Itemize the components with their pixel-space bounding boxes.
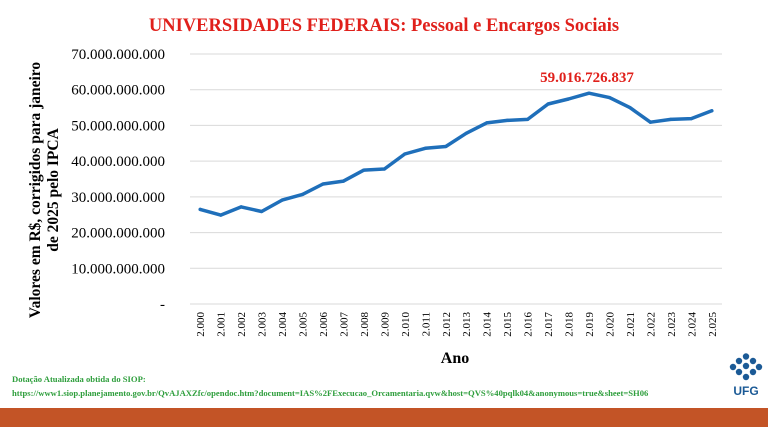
data-point — [321, 182, 325, 186]
y-tick-label: - — [160, 297, 165, 313]
y-tick-label: 70.000.000.000 — [71, 47, 165, 63]
data-point — [628, 106, 632, 110]
ufg-logo-mark-icon — [729, 353, 763, 381]
x-tick-label: 2.009 — [379, 312, 391, 337]
series-layer — [198, 91, 714, 217]
chart-title: UNIVERSIDADES FEDERAIS: Pessoal e Encarg… — [149, 16, 619, 36]
y-axis-label-line1: Valores em R$, corrigidos para janeiro — [27, 62, 44, 319]
data-point — [505, 118, 509, 122]
data-point — [464, 131, 468, 135]
ufg-logo: UFG — [729, 353, 763, 398]
y-tick-label: 60.000.000.000 — [71, 83, 165, 99]
x-tick-label: 2.007 — [338, 312, 350, 337]
y-tick-label: 20.000.000.000 — [71, 226, 165, 242]
data-point — [362, 168, 366, 172]
y-tick-label: 40.000.000.000 — [71, 154, 165, 170]
data-point — [423, 146, 427, 150]
x-tick-label: 2.014 — [482, 312, 494, 337]
data-point — [566, 97, 571, 101]
x-tick-label: 2.012 — [441, 312, 453, 337]
data-point — [198, 207, 202, 211]
y-tick-label: 50.000.000.000 — [71, 118, 165, 134]
ufg-logo-text: UFG — [733, 384, 758, 398]
data-point — [485, 121, 489, 125]
data-point — [260, 209, 264, 214]
x-tick-label: 2.001 — [216, 312, 228, 337]
data-point — [280, 198, 284, 202]
x-tick-label: 2.025 — [707, 312, 719, 337]
x-tick-label: 2.015 — [502, 312, 514, 337]
data-point — [526, 117, 530, 121]
x-tick-label: 2.023 — [666, 312, 678, 337]
bottom-bar — [0, 408, 768, 427]
y-axis-ticks: - 10.000.000.000 20.000.000.000 30.000.000.… — [71, 47, 165, 313]
y-axis-label: Valores em R$, corrigidos para janeiro d… — [27, 62, 62, 319]
x-tick-label: 2.008 — [359, 312, 371, 337]
y-axis-label-line2: de 2025 pelo IPCA — [45, 127, 62, 251]
x-tick-label: 2.019 — [584, 312, 596, 337]
x-tick-label: 2.002 — [236, 312, 248, 337]
data-point — [403, 152, 407, 156]
x-tick-label: 2.011 — [420, 312, 432, 336]
data-point — [710, 109, 714, 113]
x-tick-label: 2.020 — [604, 312, 616, 337]
data-point — [239, 205, 243, 209]
data-point — [444, 144, 448, 149]
data-point — [546, 102, 550, 106]
grid — [190, 53, 722, 305]
x-tick-label: 2.017 — [543, 312, 555, 337]
x-tick-label: 2.021 — [625, 312, 637, 337]
data-point — [219, 213, 223, 217]
x-tick-label: 2.004 — [277, 312, 289, 337]
x-tick-label: 2.003 — [257, 312, 269, 337]
data-point — [689, 117, 693, 121]
series-line — [198, 91, 714, 217]
source-url[interactable]: https://www1.siop.planejamento.gov.br/Qv… — [12, 388, 649, 398]
y-tick-label: 10.000.000.000 — [71, 261, 165, 277]
x-axis-ticks: 2.000 2.001 2.002 2.003 2.004 2.005 2.006 2.007… — [195, 312, 719, 337]
data-point — [669, 117, 673, 121]
x-tick-label: 2.010 — [400, 312, 412, 337]
x-axis-label: Ano — [441, 350, 469, 367]
x-tick-label: 2.022 — [645, 312, 657, 337]
data-point — [341, 179, 346, 183]
data-point — [587, 91, 591, 95]
data-point — [300, 192, 305, 196]
data-point — [382, 167, 386, 171]
x-tick-label: 2.013 — [461, 312, 473, 337]
x-tick-label: 2.000 — [195, 312, 207, 337]
data-point — [607, 96, 612, 100]
x-tick-label: 2.016 — [523, 312, 535, 337]
x-tick-label: 2.024 — [686, 312, 698, 337]
peak-value-label: 59.016.726.837 — [540, 70, 634, 86]
data-point — [648, 120, 653, 124]
source-label: Dotação Atualizada obtida do SIOP: — [12, 374, 146, 384]
x-tick-label: 2.006 — [318, 312, 330, 337]
x-tick-label: 2.005 — [298, 312, 310, 337]
x-tick-label: 2.018 — [564, 312, 576, 337]
y-tick-label: 30.000.000.000 — [71, 190, 165, 206]
